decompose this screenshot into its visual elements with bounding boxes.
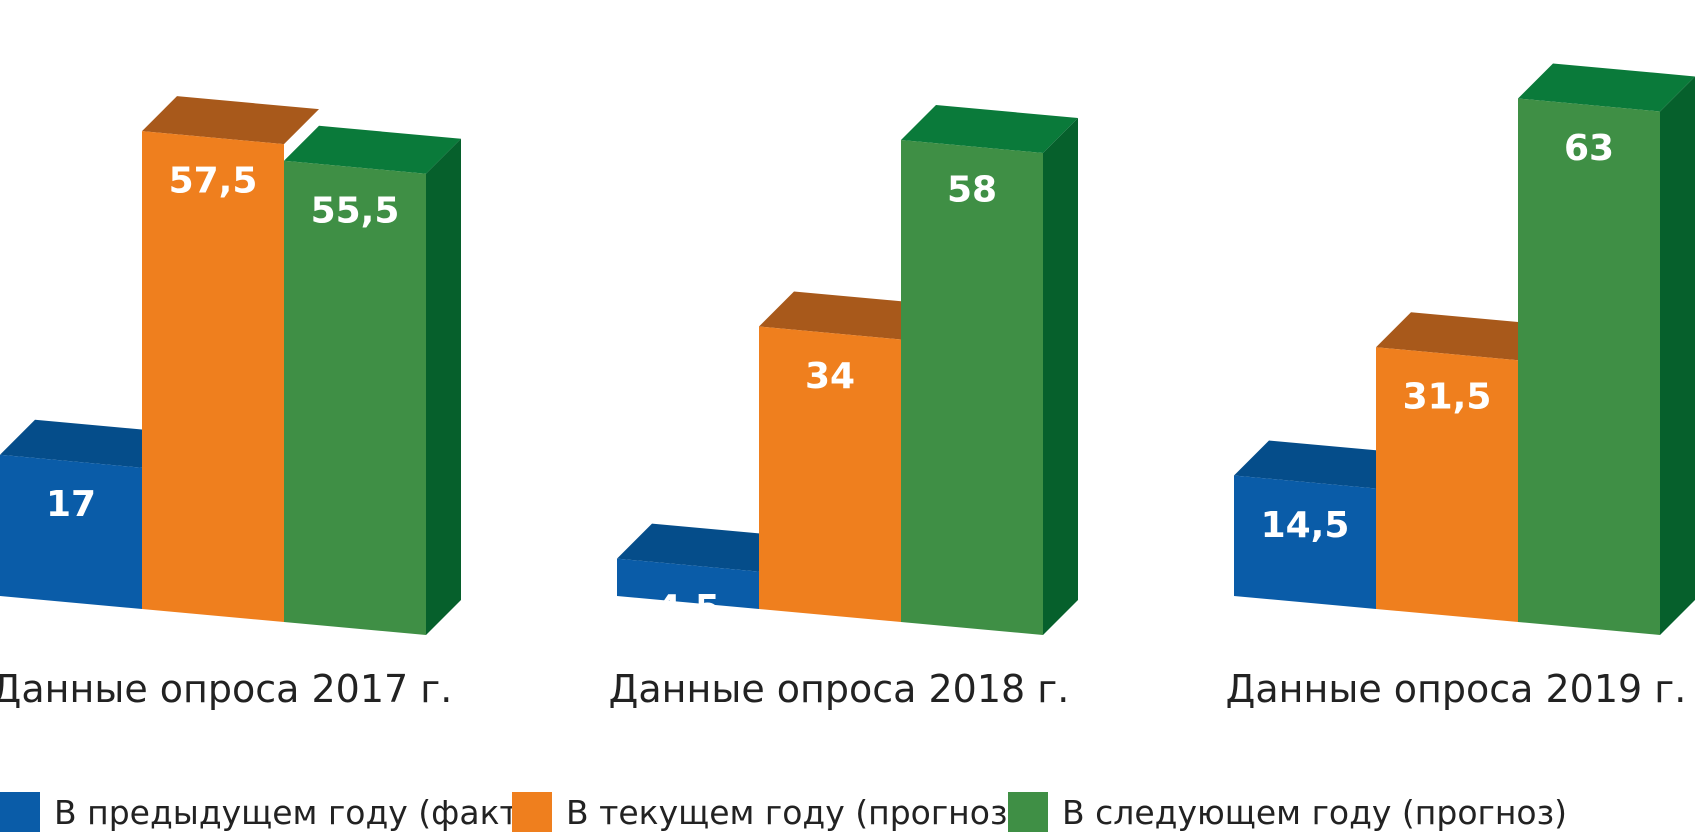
data-label-g1-s2: 58 <box>947 170 997 211</box>
bar-g1-s0 <box>617 558 759 609</box>
legend-item-current-year: В текущем году (прогноз) <box>512 790 1020 834</box>
data-label-g1-s1: 34 <box>805 356 855 397</box>
legend-label-previous-year: В предыдущем году (факт) <box>54 792 532 832</box>
data-label-g2-s1: 31,5 <box>1403 377 1492 418</box>
bar-g2-s1 <box>1376 347 1518 622</box>
bar-top-g2-s0 <box>1234 440 1411 489</box>
category-label-0: Данные опроса 2017 г. <box>0 667 452 711</box>
data-label-g2-s2: 63 <box>1564 128 1614 169</box>
legend-label-next-year: В следующем году (прогноз) <box>1062 792 1568 832</box>
bar-top-g0-s2 <box>284 125 461 174</box>
bar-side-g0-s2 <box>426 138 461 635</box>
legend-swatch-current-year <box>512 792 552 832</box>
bar-top-g0-s0 <box>0 419 177 468</box>
bar-top-g1-s2 <box>901 105 1078 153</box>
data-label-g0-s1: 57,5 <box>169 161 258 202</box>
bar-top-g1-s1 <box>759 291 936 340</box>
data-label-g0-s0: 17 <box>46 484 96 525</box>
legend-swatch-previous-year <box>0 792 40 832</box>
legend-label-current-year: В текущем году (прогноз) <box>566 792 1021 832</box>
bar-top-g2-s1 <box>1376 312 1553 361</box>
legend-item-next-year: В следующем году (прогноз) <box>1008 790 1567 834</box>
bar-top-g2-s2 <box>1518 63 1695 112</box>
data-label-g1-s0: 4,5 <box>656 588 720 629</box>
chart-canvas: 17 57,5 55,5 Данные опроса 2017 г. 4,5 34 58 Да… <box>0 63 1695 711</box>
bar-top-g0-s1 <box>142 96 319 145</box>
data-label-g2-s0: 14,5 <box>1261 505 1350 546</box>
bar-top-g1-s0 <box>617 523 794 572</box>
bar-g2-s2 <box>1518 98 1660 635</box>
bar-g1-s2 <box>901 140 1043 635</box>
data-label-g0-s2: 55,5 <box>311 190 400 231</box>
bar-g1-s1 <box>759 326 901 622</box>
category-label-1: Данные опроса 2018 г. <box>609 667 1070 711</box>
bar-side-g1-s2 <box>1043 117 1078 635</box>
category-label-2: Данные опроса 2019 г. <box>1226 667 1687 711</box>
bar-g2-s0 <box>1234 475 1376 609</box>
legend-swatch-next-year <box>1008 792 1048 832</box>
bar-g0-s1 <box>142 131 284 622</box>
bar-g0-s2 <box>284 160 426 635</box>
legend-item-previous-year: В предыдущем году (факт) <box>0 790 532 834</box>
bar-g0-s0 <box>0 454 142 609</box>
legend: В предыдущем году (факт) В текущем году … <box>0 790 1695 834</box>
bar-side-g2-s2 <box>1660 76 1695 635</box>
